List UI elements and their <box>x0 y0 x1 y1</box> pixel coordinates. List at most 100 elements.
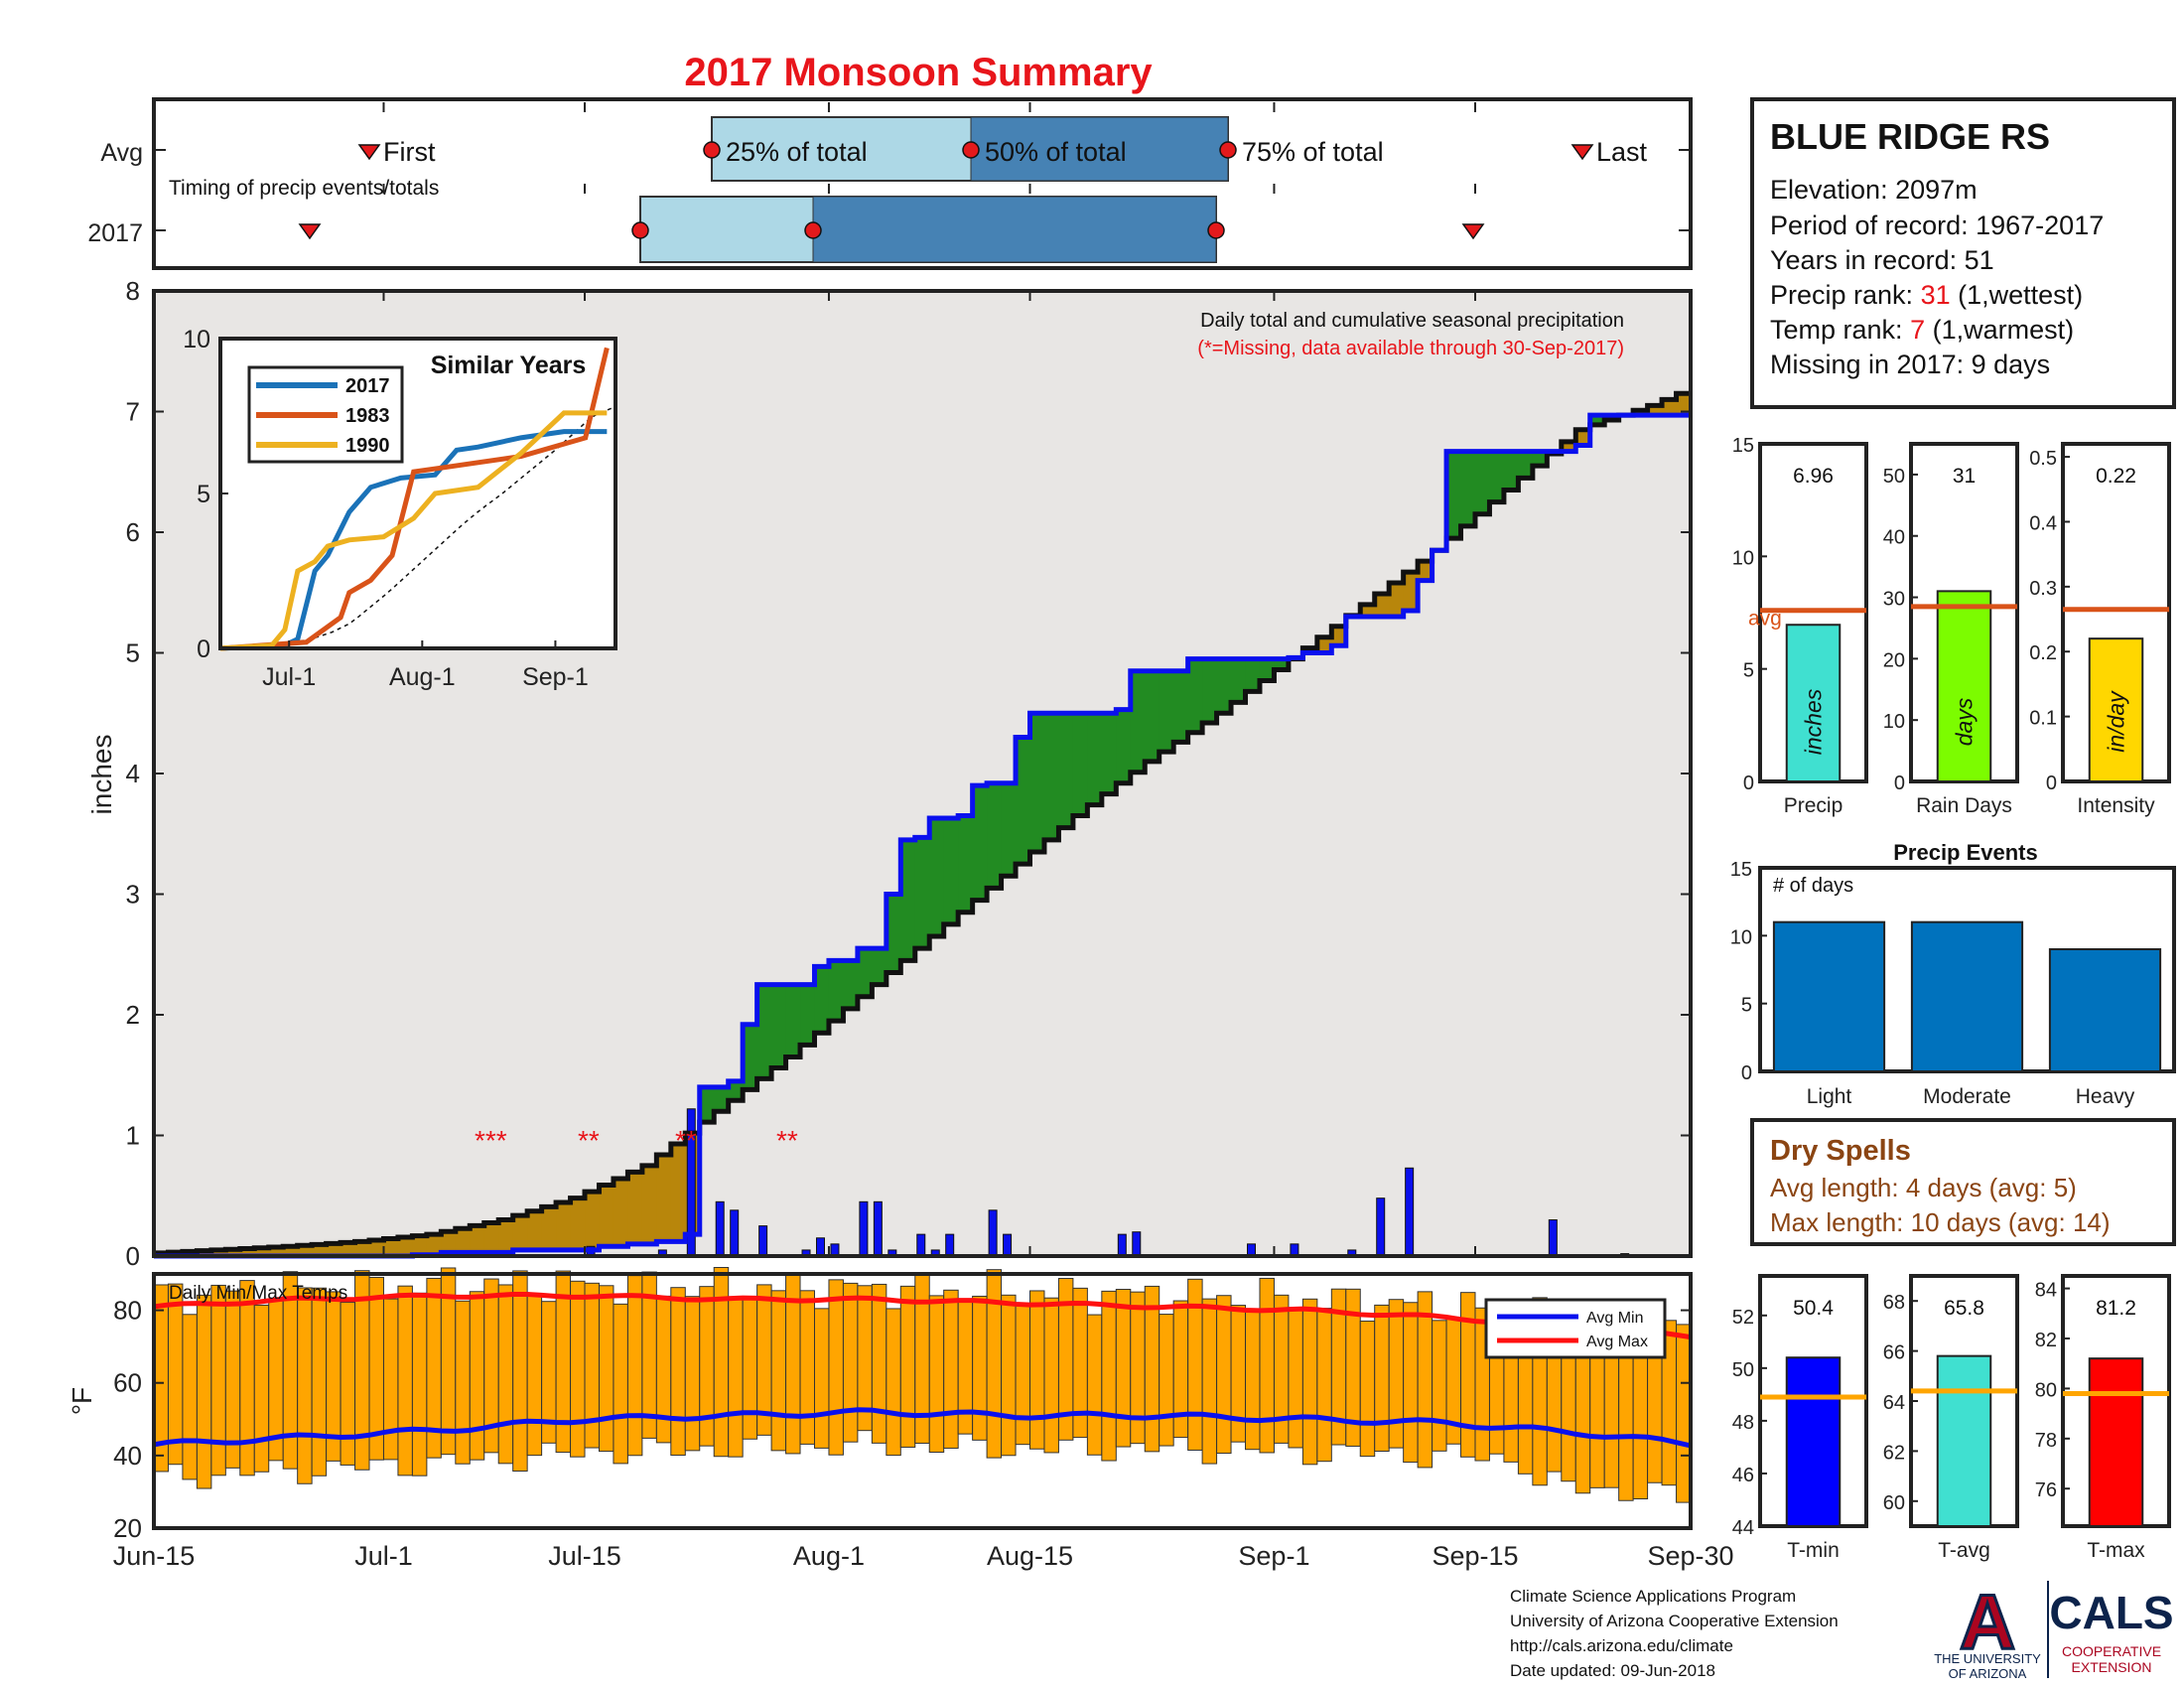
temp-stat-bar <box>1785 1356 1842 1527</box>
temp-stat-ytick-label: 50 <box>1732 1359 1754 1381</box>
daily-temp-bar <box>196 1294 212 1489</box>
inset-title: Similar Years <box>431 352 587 379</box>
events-category-label: Light <box>1807 1085 1852 1108</box>
cumulative-ytick-label: 5 <box>126 638 140 668</box>
avg-p75-marker <box>1219 141 1237 159</box>
avg-last-marker <box>1570 144 1594 161</box>
chart-title: 2017 Monsoon Summary <box>684 51 1153 94</box>
surplus-fill <box>785 984 801 1057</box>
temp-stat-ytick-label: 52 <box>1732 1307 1754 1329</box>
temp-stat-ytick-label: 78 <box>2035 1430 2057 1452</box>
deficit-fill <box>341 1242 356 1256</box>
inset-axes: 0 5 10 Jul-1 Aug-1 Sep-1 <box>183 326 589 691</box>
year-last-marker <box>1461 223 1485 240</box>
date-tick-label: Jul-1 <box>354 1541 413 1571</box>
daily-temp-bar <box>886 1308 901 1457</box>
deficit-fill <box>498 1219 514 1253</box>
temp-stat-label: T-avg <box>1938 1539 1990 1562</box>
precip-stat-bar <box>1936 590 1992 783</box>
deficit-fill <box>1403 572 1419 611</box>
inset-series <box>219 347 616 651</box>
deficit-fill <box>1418 561 1433 581</box>
cumulative-ytick-label: 6 <box>126 517 140 547</box>
deficit-fill <box>1331 626 1347 646</box>
footer-line-4: Date updated: 09-Jun-2018 <box>1510 1661 1715 1680</box>
daily-temp-bar <box>713 1266 730 1458</box>
surplus-fill <box>1087 713 1103 805</box>
p75-label: 75% of total <box>1242 137 1384 167</box>
deficit-fill <box>369 1239 385 1256</box>
deficit-fill <box>239 1248 255 1256</box>
year-p75-marker <box>1207 221 1225 239</box>
precip-stat-bar <box>1785 624 1842 782</box>
surplus-fill <box>1216 658 1232 714</box>
surplus-fill <box>914 837 930 949</box>
inset-legend-label: 1990 <box>345 435 390 457</box>
deficit-fill <box>441 1231 457 1253</box>
dry-spells-title: Dry Spells <box>1770 1135 1911 1167</box>
temp-stat-ytick-label: 64 <box>1883 1392 1905 1414</box>
surplus-fill <box>886 894 901 973</box>
last-label: Last <box>1596 137 1648 167</box>
daily-temp-bar <box>655 1295 672 1444</box>
daily-temp-bar <box>699 1286 715 1447</box>
cumulative-ytick-label: 8 <box>126 276 140 306</box>
temp-stat-bar <box>2088 1357 2144 1528</box>
surplus-fill <box>1231 658 1247 703</box>
temp-ytick-label: 20 <box>113 1513 142 1543</box>
daily-temp-bar <box>411 1292 428 1477</box>
deficit-fill <box>1676 393 1692 416</box>
similar-years-inset: 0 5 10 Jul-1 Aug-1 Sep-1 Similar Years 2017 19… <box>183 326 617 691</box>
surplus-fill <box>843 960 859 1009</box>
daily-temp-bar <box>1216 1295 1232 1455</box>
surplus-fill <box>1187 658 1203 733</box>
footer-line-1: Climate Science Applications Program <box>1510 1587 1796 1606</box>
precip-stat-ytick-label: 50 <box>1883 466 1905 488</box>
temp-stat-value: 65.8 <box>1944 1297 1984 1320</box>
cals-logo: CALS <box>2049 1587 2173 1638</box>
temp-stat-value: 50.4 <box>1793 1297 1834 1320</box>
daily-temp-bar <box>1388 1299 1405 1449</box>
surplus-fill <box>814 966 830 1034</box>
daily-precip-bar <box>715 1200 725 1257</box>
surplus-fill <box>1474 451 1491 514</box>
surplus-fill <box>972 785 988 901</box>
deficit-fill <box>585 1192 601 1250</box>
precip-stat-avg-label: avg <box>1748 608 1782 631</box>
surplus-fill <box>1274 658 1290 670</box>
surplus-fill <box>800 984 816 1046</box>
daily-temp-bar <box>770 1290 787 1452</box>
cumulative-ytick-label: 2 <box>126 1000 140 1030</box>
deficit-fill <box>326 1243 341 1256</box>
precip-stat-ytick-label: 20 <box>1883 649 1905 671</box>
cumulative-ytick-label: 4 <box>126 759 140 788</box>
deficit-fill <box>613 1178 629 1247</box>
temp-stat-panels: 50.4 44 46 48 50 52 T-min 65.8 60 62 64 66 68 T-avg 81… <box>1732 1274 2171 1562</box>
deficit-fill <box>512 1215 528 1250</box>
station-missing: Missing in 2017: 9 days <box>1770 350 2050 379</box>
dry-spells-avg: Avg length: 4 days (avg: 5) <box>1770 1173 2077 1202</box>
daily-temp-bar <box>297 1287 313 1484</box>
daily-temp-bar <box>1676 1324 1692 1503</box>
precip-stat-label: Rain Days <box>1916 794 2012 817</box>
inset-line-1983 <box>219 347 610 651</box>
temp-stat-ytick-label: 60 <box>1883 1492 1905 1514</box>
surplus-fill <box>1001 782 1017 877</box>
temp-title: Daily Min/Max Temps <box>169 1283 347 1304</box>
deficit-fill <box>455 1228 471 1253</box>
events-bar <box>1910 920 2024 1073</box>
deficit-fill <box>670 1144 686 1242</box>
cumulative-series <box>154 390 1692 1259</box>
daily-temp-bar <box>167 1283 184 1466</box>
deficit-fill <box>283 1246 299 1256</box>
daily-temp-bar <box>311 1287 328 1477</box>
daily-precip-bar <box>1003 1233 1013 1257</box>
footer: Climate Science Applications Program Uni… <box>1510 1587 1839 1680</box>
surplus-fill <box>900 839 916 961</box>
surplus-fill <box>1518 451 1534 479</box>
daily-temp-bar <box>1159 1314 1174 1447</box>
precip-stat-ytick-label: 10 <box>1732 547 1754 569</box>
date-tick-label: Aug-1 <box>793 1541 865 1571</box>
daily-temp-bar <box>1259 1277 1275 1454</box>
